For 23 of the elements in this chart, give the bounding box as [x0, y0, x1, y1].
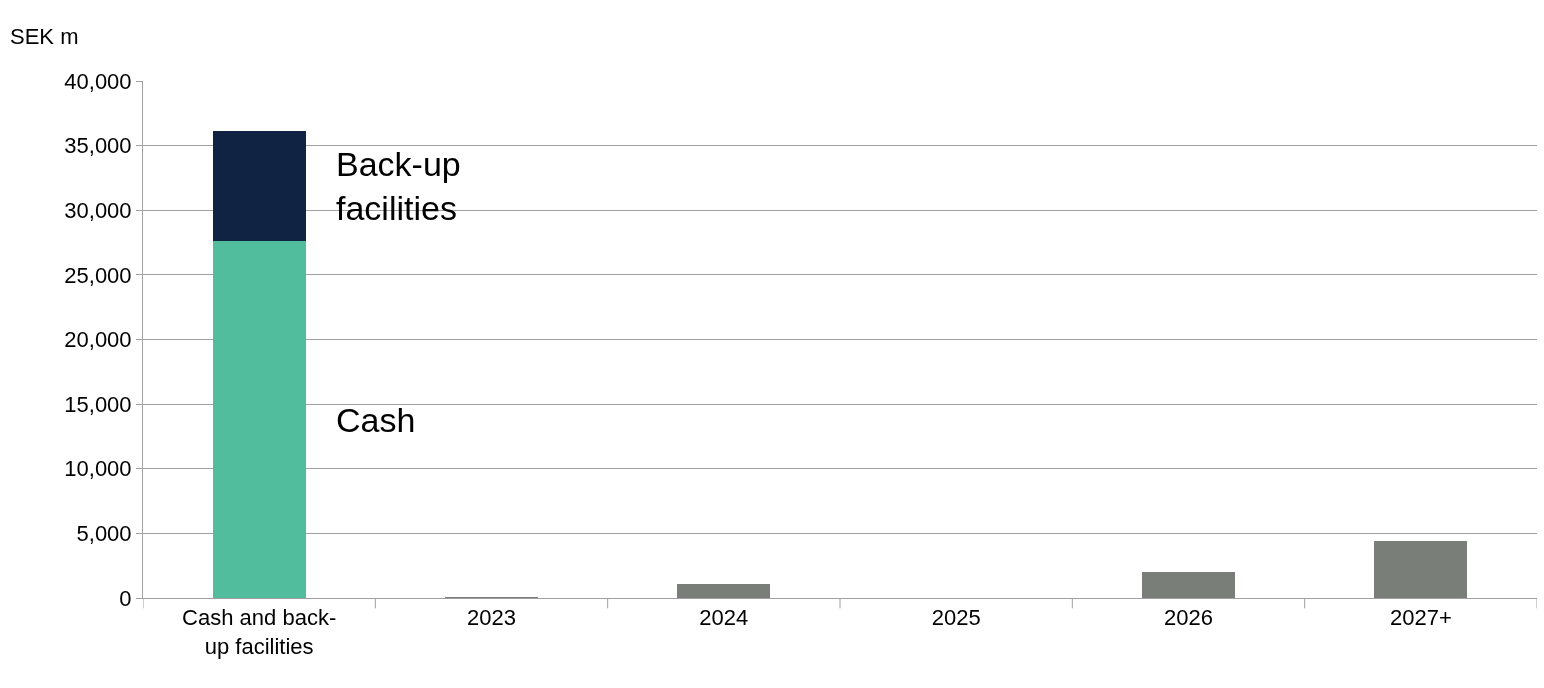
- y-tick-label: 5,000: [76, 521, 132, 547]
- bar: [1374, 541, 1468, 598]
- x-tick-label: 2023: [467, 605, 516, 631]
- y-tick-label: 20,000: [64, 327, 132, 353]
- x-tick-label: 2025: [931, 605, 981, 631]
- x-tick-label: Cash and back-up facilities: [182, 605, 337, 659]
- y-tick-label: 25,000: [64, 262, 132, 288]
- x-tick-label: 2026: [1164, 605, 1213, 631]
- y-tick-label: 15,000: [64, 391, 132, 417]
- y-tick-label: 10,000: [64, 456, 132, 482]
- series-label: Back-up facilities: [336, 145, 461, 228]
- bar: [212, 241, 306, 598]
- bar: [1142, 572, 1235, 598]
- series-label: Cash: [336, 401, 416, 439]
- x-tick-label: 2024: [699, 605, 749, 631]
- bar: [212, 131, 306, 242]
- x-tick-label: 2027+: [1389, 605, 1452, 631]
- y-tick-label: 35,000: [64, 133, 132, 159]
- bar: [677, 583, 771, 598]
- y-axis-title: SEK m: [10, 24, 79, 49]
- y-tick-label: 0: [119, 585, 132, 611]
- y-tick-label: 30,000: [64, 197, 132, 223]
- y-tick-label: 40,000: [64, 68, 132, 94]
